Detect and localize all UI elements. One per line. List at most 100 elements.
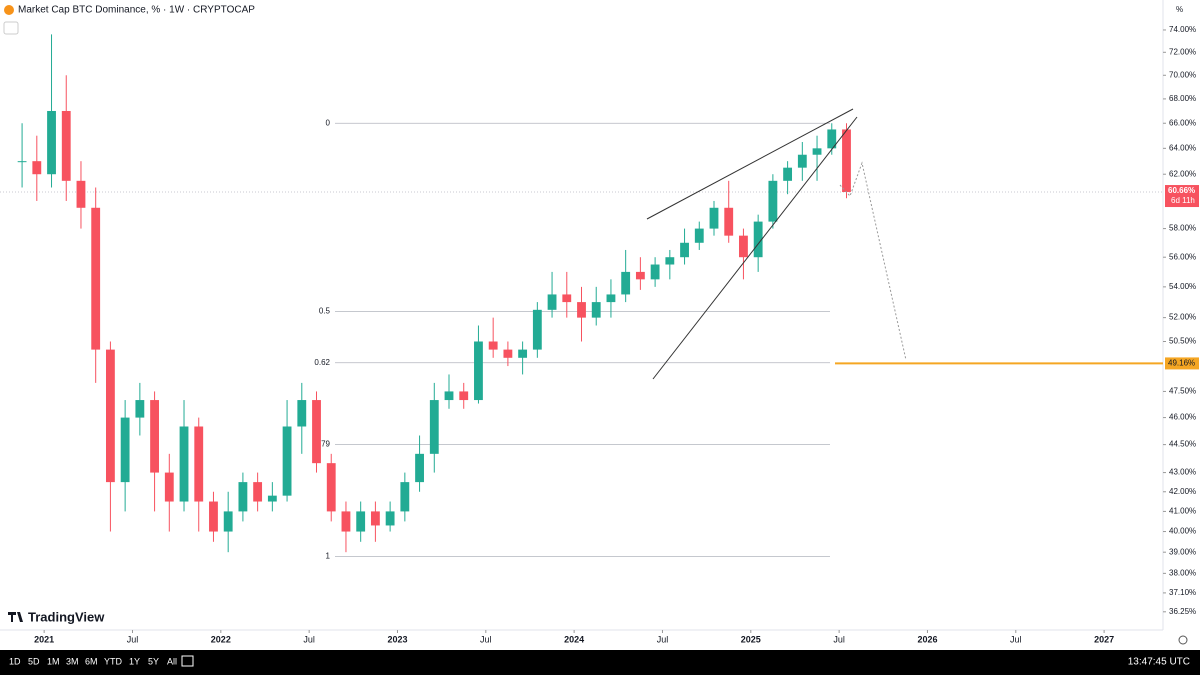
- candle-body: [341, 511, 351, 532]
- candle-body: [267, 495, 277, 502]
- candle-body: [282, 426, 292, 496]
- candle-body: [532, 309, 542, 350]
- range-button[interactable]: All: [167, 656, 177, 666]
- range-button[interactable]: 1D: [9, 656, 21, 666]
- bottom-toolbar: [0, 650, 1200, 675]
- target-price-box: [1165, 357, 1199, 370]
- candle-body: [209, 501, 218, 532]
- candle-body: [680, 242, 689, 258]
- y-tick-label: 41.00%: [1169, 507, 1196, 516]
- x-tick-label: 2024: [564, 634, 584, 644]
- candle-body: [105, 349, 115, 483]
- chart-title: Market Cap BTC Dominance, % · 1W · CRYPT…: [18, 5, 255, 16]
- candle-body: [297, 400, 307, 427]
- candle-body: [606, 294, 616, 303]
- candle-body: [17, 161, 27, 163]
- countdown-label: 6d 11h: [1171, 196, 1195, 205]
- candle-body: [812, 148, 822, 155]
- y-tick-label: 66.00%: [1169, 118, 1196, 127]
- candle-body: [253, 482, 263, 502]
- candle-body: [164, 472, 174, 502]
- fib-label: 0.79: [314, 440, 330, 449]
- fib-label: 0: [326, 118, 331, 127]
- y-tick-label: 58.00%: [1169, 224, 1196, 233]
- candle-body: [429, 400, 439, 454]
- y-tick-label: 68.00%: [1169, 94, 1196, 103]
- candle-body: [827, 129, 837, 149]
- candle-body: [474, 341, 483, 401]
- y-tick-label: 36.25%: [1169, 607, 1196, 616]
- x-tick-label: Jul: [480, 634, 492, 644]
- candle-body: [621, 271, 631, 295]
- brand: TradingView: [28, 609, 105, 624]
- range-button[interactable]: 3M: [66, 656, 79, 666]
- y-tick-label: 47.50%: [1169, 387, 1196, 396]
- range-button[interactable]: YTD: [104, 656, 123, 666]
- candle-body: [488, 341, 498, 350]
- candle-body: [753, 221, 763, 258]
- candle-body: [797, 154, 807, 168]
- settings-icon[interactable]: [1178, 635, 1188, 645]
- y-tick-label: 37.10%: [1169, 588, 1196, 597]
- x-tick-label: 2022: [211, 634, 231, 644]
- x-tick-label: Jul: [833, 634, 845, 644]
- candle-body: [547, 294, 557, 310]
- candle-body: [694, 228, 704, 243]
- candle-body: [783, 167, 793, 181]
- x-tick-label: Jul: [657, 634, 669, 644]
- candle-body: [400, 482, 410, 512]
- fib-label: 1: [326, 551, 331, 560]
- x-tick-label: Jul: [303, 634, 315, 644]
- collapse-button[interactable]: [3, 21, 19, 35]
- y-tick-label: 40.00%: [1169, 527, 1196, 536]
- y-tick-label: 39.00%: [1169, 547, 1196, 556]
- candle-body: [91, 207, 101, 350]
- date-range-icon[interactable]: [181, 655, 194, 667]
- candle-body: [739, 235, 748, 258]
- x-tick-label: Jul: [1010, 634, 1022, 644]
- y-tick-label: 72.00%: [1169, 47, 1196, 56]
- candle-body: [709, 207, 719, 229]
- candle-body: [415, 453, 424, 483]
- y-tick-label: 64.00%: [1169, 143, 1196, 152]
- range-button[interactable]: 5D: [28, 656, 40, 666]
- y-tick-label: 44.50%: [1169, 440, 1196, 449]
- x-tick-label: 2026: [917, 634, 937, 644]
- candle-body: [562, 294, 572, 303]
- candle-body: [370, 511, 380, 526]
- x-tick-label: 2021: [34, 634, 54, 644]
- unit-label: %: [1176, 5, 1183, 14]
- range-button[interactable]: 5Y: [148, 656, 159, 666]
- candle-body: [385, 511, 395, 526]
- plot: 74.00% 72.00% 70.00% 68.00% 66.00% 64.00% 62.0…: [0, 25, 1199, 644]
- candle-body: [32, 161, 42, 175]
- candle-body: [650, 264, 660, 280]
- projection-path: [839, 161, 907, 361]
- range-button[interactable]: 1Y: [129, 656, 140, 666]
- candle-body: [518, 349, 528, 358]
- candle-body: [724, 207, 734, 236]
- candle-body: [326, 463, 336, 512]
- fib-label: 0.62: [314, 358, 330, 367]
- candle-body: [135, 400, 145, 418]
- range-button[interactable]: 6M: [85, 656, 98, 666]
- y-tick-label: 50.50%: [1169, 337, 1196, 346]
- candle-body: [503, 349, 513, 358]
- candle-body: [238, 482, 248, 512]
- candle-body: [459, 391, 469, 401]
- candle-body: [150, 400, 159, 473]
- target-price-label: 49.16%: [1168, 359, 1195, 368]
- y-tick-label: 54.00%: [1169, 282, 1196, 291]
- candle-body: [768, 180, 778, 222]
- y-tick-label: 70.00%: [1169, 70, 1196, 79]
- x-tick-label: 2023: [387, 634, 407, 644]
- candle-body: [842, 129, 851, 193]
- range-button[interactable]: 1M: [47, 656, 60, 666]
- y-tick-label: 43.00%: [1169, 468, 1196, 477]
- candle-body: [194, 426, 204, 502]
- y-tick-label: 52.00%: [1169, 313, 1196, 322]
- x-tick-label: 2025: [741, 634, 761, 644]
- candle-body: [635, 271, 645, 280]
- symbol-icon: [4, 5, 14, 15]
